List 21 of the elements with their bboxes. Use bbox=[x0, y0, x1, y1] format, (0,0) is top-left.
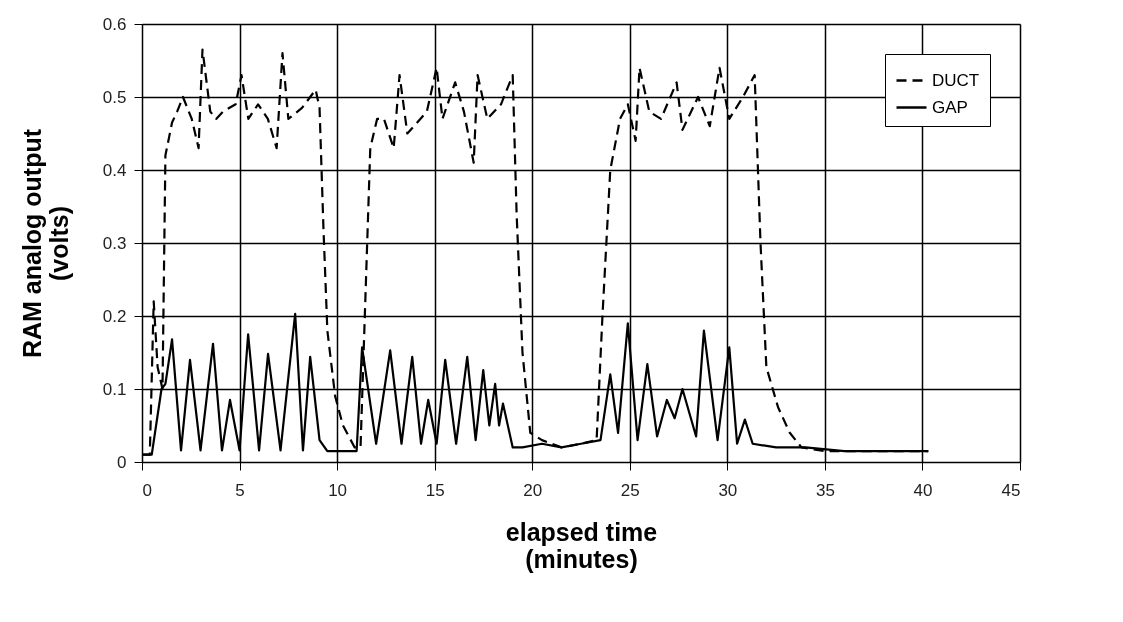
x-tick-label: 35 bbox=[815, 480, 835, 500]
legend-label: GAP bbox=[932, 97, 968, 117]
x-tick-label: 10 bbox=[328, 480, 348, 500]
y-tick-label: 0 bbox=[117, 452, 127, 472]
x-tick-label: 15 bbox=[425, 480, 445, 500]
x-tick-label: 30 bbox=[718, 480, 738, 500]
x-tick-label: 5 bbox=[235, 480, 245, 500]
y-tick-label: 0.4 bbox=[102, 160, 127, 180]
y-tick-label: 0.1 bbox=[102, 379, 127, 399]
x-tick-label: 45 bbox=[1001, 480, 1021, 500]
y-tick-label: 0.3 bbox=[102, 233, 127, 253]
x-tick-label: 40 bbox=[913, 480, 933, 500]
legend-label: DUCT bbox=[932, 70, 980, 90]
x-axis-title: elapsed time (minutes) bbox=[505, 517, 658, 573]
y-tick-label: 0.2 bbox=[102, 306, 127, 326]
x-tick-label: 20 bbox=[523, 480, 543, 500]
y-tick-label: 0.6 bbox=[102, 14, 127, 34]
y-tick-label: 0.5 bbox=[102, 87, 127, 107]
x-tick-label: 25 bbox=[620, 480, 640, 500]
x-tick-label: 0 bbox=[142, 480, 152, 500]
y-axis-title: RAM analog output (volts) bbox=[17, 128, 73, 359]
